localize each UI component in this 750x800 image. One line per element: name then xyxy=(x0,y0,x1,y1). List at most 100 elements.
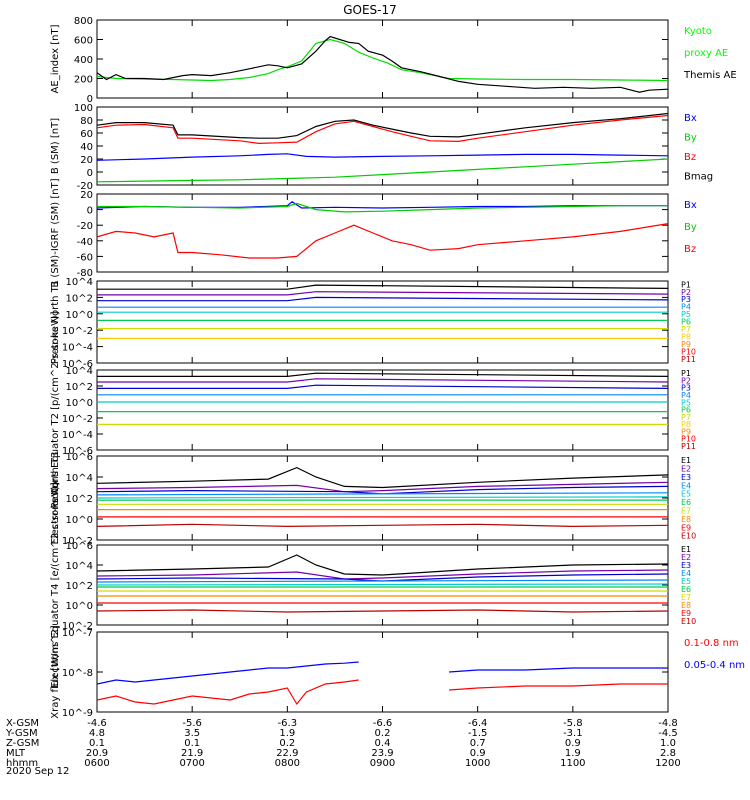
legend-entry: P3 xyxy=(681,295,691,304)
x-axis-row-label: hhmm xyxy=(6,758,38,769)
legend-entry: P4 xyxy=(681,303,691,312)
series-line-bx xyxy=(97,153,668,161)
legend-entry: P3 xyxy=(681,384,691,393)
legend-entry: E3 xyxy=(681,473,691,482)
legend-entry: By xyxy=(684,222,697,233)
series-group xyxy=(97,112,668,183)
x-axis-value: -6.3 xyxy=(278,718,298,729)
y-axis-label: Electrons Equator T4 [e/(cm^2-s-sr-keV)] xyxy=(50,482,61,688)
y-tick-label: -80 xyxy=(77,268,93,279)
legend-entry: P11 xyxy=(681,442,696,451)
y-tick-label: 10^-2 xyxy=(62,414,93,425)
series-line-e2 xyxy=(97,481,668,493)
legend-entry: Bz xyxy=(684,152,696,163)
y-tick-label: 40 xyxy=(80,142,93,153)
panel-frame xyxy=(96,19,669,99)
y-tick-label: 0 xyxy=(87,206,93,217)
series-line-e10 xyxy=(97,609,668,613)
x-axis-value: 0900 xyxy=(370,758,395,769)
legend-entry: P8 xyxy=(681,420,691,429)
y-tick-label: 10^6 xyxy=(66,452,93,463)
legend-entry: P7 xyxy=(681,413,691,422)
y-tick-label: 10^2 xyxy=(66,494,93,505)
panel-frame xyxy=(96,106,669,186)
y-tick-label: 20 xyxy=(80,155,93,166)
x-axis-value: -5.8 xyxy=(563,718,583,729)
x-axis-value: 0.9 xyxy=(565,738,581,749)
series-line-bmag xyxy=(97,112,668,139)
legend-entry: P8 xyxy=(681,333,691,342)
series-line-kyoto-proxy-ae xyxy=(97,38,668,82)
x-axis-value: 3.5 xyxy=(184,728,200,739)
series-line-e1 xyxy=(97,554,668,576)
x-axis-value: 0.1 xyxy=(89,738,105,749)
legend-entry: E4 xyxy=(681,569,691,578)
y-tick-label: 10^-9 xyxy=(62,708,93,719)
series-group xyxy=(97,201,668,259)
y-axis-label: Xray flux [W/m^2] xyxy=(50,625,61,719)
y-axis-label: AE_index [nT] xyxy=(50,24,61,93)
legend-entry: P9 xyxy=(681,427,691,436)
series-line-by xyxy=(97,158,668,183)
y-tick-label: 10^-8 xyxy=(62,668,93,679)
x-axis-row-label: MLT xyxy=(6,748,26,759)
legend-entry: 0.1-0.8 nm xyxy=(684,638,739,649)
y-tick-label: 10^-2 xyxy=(62,536,93,547)
series-line-p2 xyxy=(97,378,668,383)
series-line-themis-ae xyxy=(97,35,668,93)
y-tick-label: 10^2 xyxy=(66,382,93,393)
legend-entry: E1 xyxy=(681,456,691,465)
figure-title: GOES-17 xyxy=(343,3,397,17)
legend-entry: Kyoto xyxy=(684,26,712,37)
x-axis-value: 1000 xyxy=(465,758,490,769)
panel-2: -20 0 20 40 60 80 100 B (SM) [nT] Bx By Bz Bmag xyxy=(50,103,713,192)
series-line-bz xyxy=(97,223,668,259)
x-axis-value: 22.9 xyxy=(276,748,298,759)
legend-entry: E7 xyxy=(681,593,691,602)
x-axis-value: 0700 xyxy=(179,758,204,769)
x-axis-value: 0800 xyxy=(275,758,300,769)
legend-entry: E7 xyxy=(681,507,691,516)
x-axis-table: X-GSM -4.6 -5.6 -6.3 -6.6 -6.4 -5.8 -4.8 Y-GSM 4.… xyxy=(5,718,681,769)
legend-entry: E3 xyxy=(681,561,691,570)
panel-1: 0 200 400 600 800 AE_index [nT] Kyoto proxy AE T… xyxy=(50,16,737,105)
legend-entry: Themis AE xyxy=(683,70,737,81)
legend-entry: E5 xyxy=(681,577,691,586)
legend-entry: By xyxy=(684,133,697,144)
y-tick-label: 10^-7 xyxy=(62,628,93,639)
legend-entry: E8 xyxy=(681,601,691,610)
x-axis-value: 1.9 xyxy=(565,748,581,759)
series-line-p2 xyxy=(97,291,668,296)
legend-entry: 0.05-0.4 nm xyxy=(684,660,745,671)
x-axis-value: -4.8 xyxy=(658,718,678,729)
x-axis-value: 1200 xyxy=(655,758,680,769)
x-axis-value: 4.8 xyxy=(89,728,105,739)
x-axis-row-label: Z-GSM xyxy=(6,738,39,749)
y-tick-label: -20 xyxy=(77,221,93,232)
legend-entry: P2 xyxy=(681,376,691,385)
y-axis-label: B (SM) [nT] xyxy=(50,118,61,174)
legend-entry: E9 xyxy=(681,609,691,618)
y-tick-label: 10^-4 xyxy=(62,343,93,354)
legend-entry: P9 xyxy=(681,340,691,349)
series-group xyxy=(97,466,668,528)
legend-entry: P11 xyxy=(681,355,696,364)
y-axis-label: Protons Equator T2 [p/(cm^2-s-sr-keV)] xyxy=(50,311,61,508)
y-axis-label: B (SM)-IGRF (SM) [nT] xyxy=(50,178,61,287)
series-line-0-05-0-4-nm xyxy=(97,661,359,685)
y-tick-label: 0 xyxy=(87,168,93,179)
legend-entry: P1 xyxy=(681,280,691,289)
series-line-0-1-0-8-nm xyxy=(449,683,668,691)
x-axis-value: 0.1 xyxy=(184,738,200,749)
y-tick-label: 20 xyxy=(80,190,93,201)
legend-entry: P10 xyxy=(681,435,696,444)
series-line-bz xyxy=(97,114,668,145)
legend-entry: Bmag xyxy=(684,172,713,183)
x-axis-value: 1.0 xyxy=(660,738,676,749)
